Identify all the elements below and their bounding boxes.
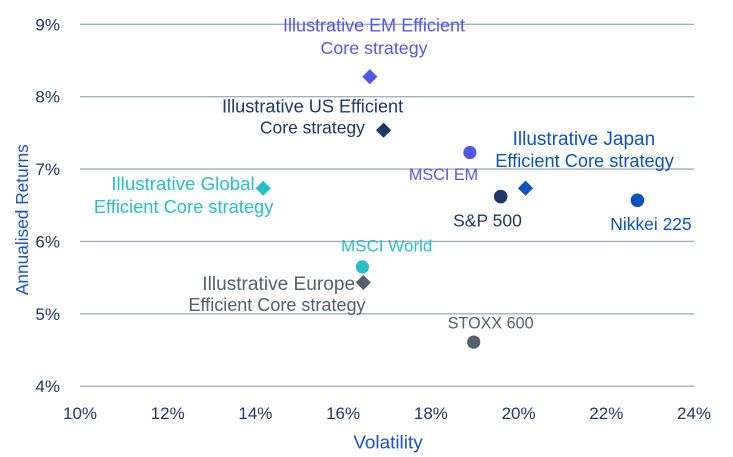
svg-text:10%: 10% xyxy=(63,404,97,423)
svg-text:Efficient Core strategy: Efficient Core strategy xyxy=(188,295,365,315)
svg-text:18%: 18% xyxy=(414,404,448,423)
svg-text:8%: 8% xyxy=(35,88,60,107)
svg-text:STOXX 600: STOXX 600 xyxy=(448,315,534,333)
svg-text:22%: 22% xyxy=(589,404,623,423)
svg-text:Efficient Core strategy: Efficient Core strategy xyxy=(94,196,274,217)
svg-text:5%: 5% xyxy=(35,305,60,324)
svg-text:14%: 14% xyxy=(238,404,272,423)
svg-text:20%: 20% xyxy=(502,404,536,423)
svg-text:Efficient Core strategy: Efficient Core strategy xyxy=(495,151,674,171)
svg-text:MSCI EM: MSCI EM xyxy=(409,166,478,184)
svg-text:MSCI World: MSCI World xyxy=(341,237,432,256)
svg-text:Illustrative Japan: Illustrative Japan xyxy=(513,129,656,150)
svg-text:24%: 24% xyxy=(677,404,711,423)
svg-text:Annualised Returns: Annualised Returns xyxy=(12,144,32,295)
svg-text:Volatility: Volatility xyxy=(353,432,423,453)
svg-text:9%: 9% xyxy=(35,15,60,34)
svg-text:6%: 6% xyxy=(35,232,60,251)
svg-text:Illustrative US Efficient: Illustrative US Efficient xyxy=(222,97,403,117)
svg-text:Illustrative Europe: Illustrative Europe xyxy=(202,274,355,295)
svg-text:Illustrative EM Efficient: Illustrative EM Efficient xyxy=(283,16,465,36)
svg-text:16%: 16% xyxy=(326,404,360,423)
svg-text:4%: 4% xyxy=(35,377,60,396)
svg-text:7%: 7% xyxy=(35,160,60,179)
svg-text:S&P 500: S&P 500 xyxy=(453,211,522,231)
svg-text:Illustrative Global: Illustrative Global xyxy=(111,173,254,194)
svg-text:Core strategy: Core strategy xyxy=(260,118,365,138)
svg-text:Core strategy: Core strategy xyxy=(320,38,427,58)
svg-text:12%: 12% xyxy=(151,404,185,423)
svg-text:Nikkei 225: Nikkei 225 xyxy=(610,214,691,234)
